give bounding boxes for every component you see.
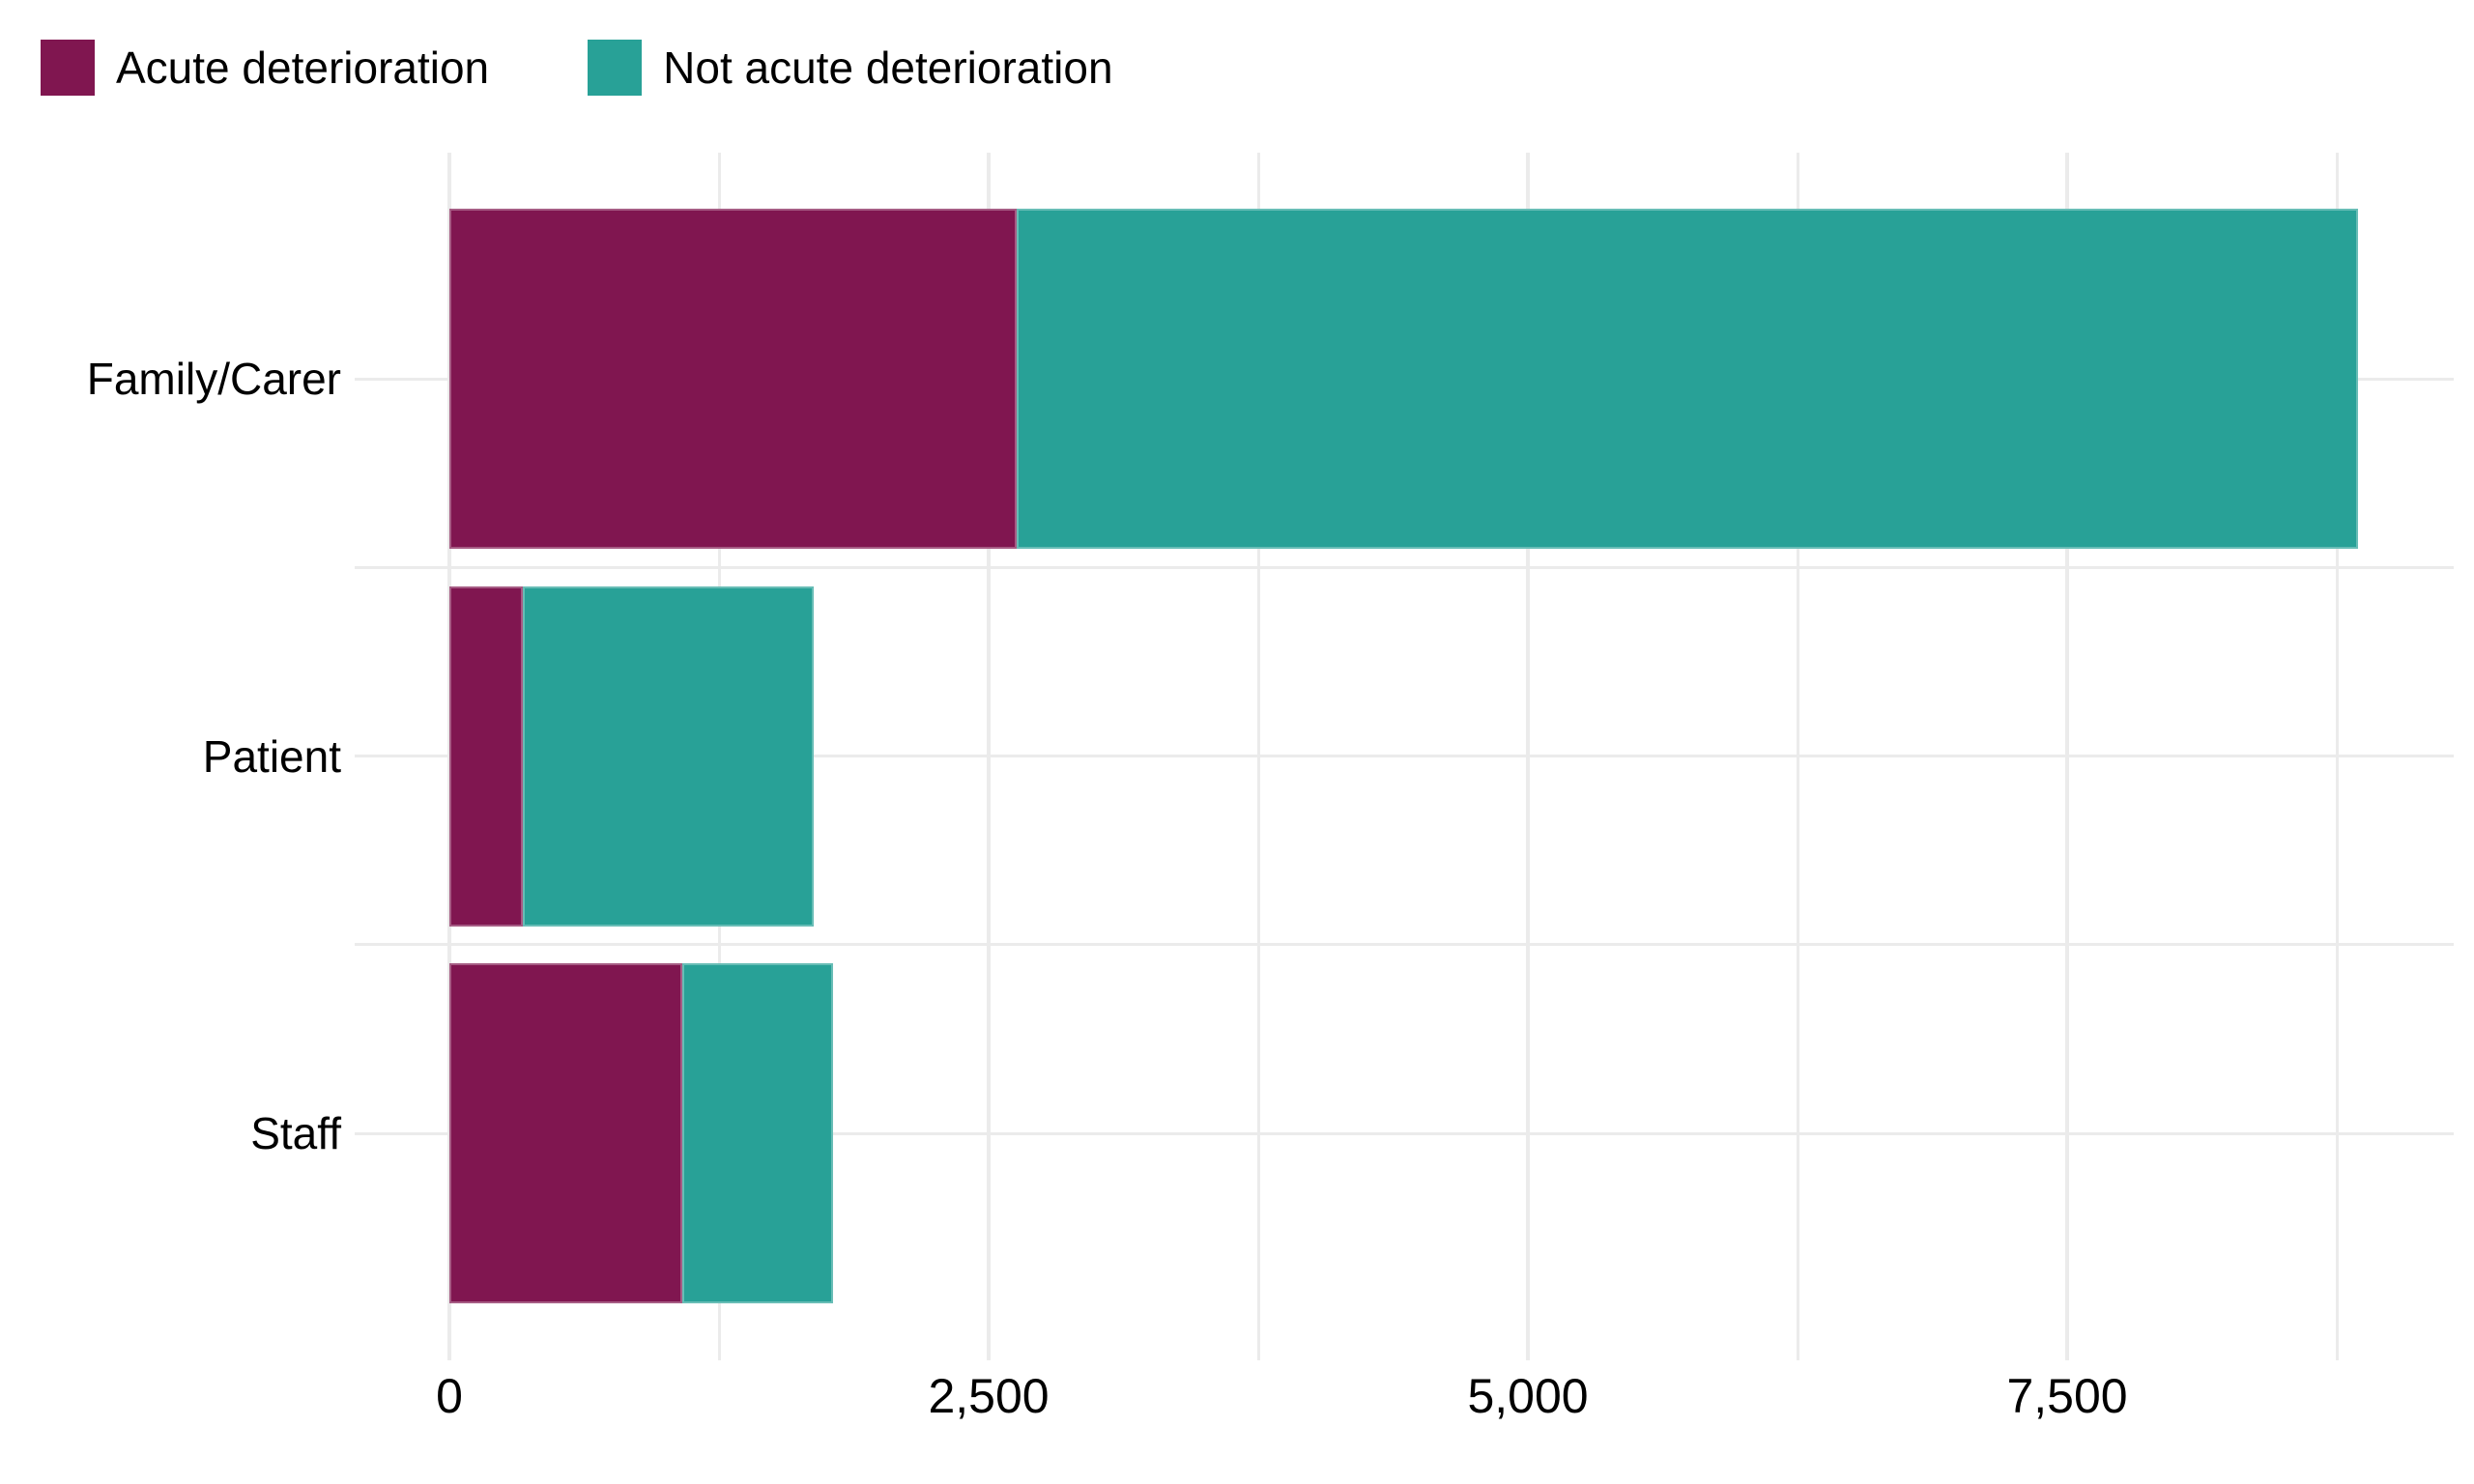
gridline-vertical-minor-8750 — [2335, 153, 2339, 1360]
x-tick-label-5-000: 5,000 — [1467, 1369, 1589, 1423]
legend-swatch-acute-deterioration — [41, 40, 95, 96]
gridline-vertical-major-2500 — [987, 153, 991, 1360]
gridline-vertical-minor-3750 — [1256, 153, 1260, 1360]
legend-label-acute-deterioration: Acute deterioration — [116, 43, 490, 93]
x-tick-label-0: 0 — [436, 1369, 463, 1423]
category-label-family-carer: Family/Carer — [86, 354, 341, 404]
gridline-vertical-major-5000 — [1526, 153, 1530, 1360]
x-tick-label-7-500: 7,500 — [2006, 1369, 2128, 1423]
bar-segment-not-acute-deterioration-staff — [682, 963, 834, 1303]
gridline-horizontal-minor — [355, 565, 2454, 569]
gridline-horizontal-major — [355, 1131, 2454, 1135]
legend-swatch-not-acute-deterioration — [588, 40, 643, 96]
bar-segment-acute-deterioration-patient — [449, 585, 523, 927]
gridline-horizontal-major — [355, 755, 2454, 757]
category-label-patient: Patient — [202, 730, 341, 782]
gridline-horizontal-minor — [355, 943, 2454, 947]
legend: Acute deterioration Not acute deteriorati… — [41, 40, 1113, 96]
bar-segment-acute-deterioration-staff — [449, 963, 683, 1303]
bar-segment-not-acute-deterioration-family-carer — [1017, 209, 2359, 549]
legend-item-not-acute-deterioration: Not acute deterioration — [588, 40, 1113, 96]
bar-segment-not-acute-deterioration-patient — [522, 585, 815, 927]
bar-segment-acute-deterioration-family-carer — [449, 209, 1018, 549]
category-label-staff: Staff — [250, 1108, 341, 1158]
gridline-vertical-minor-6250 — [1796, 153, 1799, 1360]
gridline-vertical-major-7500 — [2065, 153, 2069, 1360]
legend-label-not-acute-deterioration: Not acute deterioration — [663, 43, 1113, 93]
legend-item-acute-deterioration: Acute deterioration — [41, 40, 489, 96]
x-tick-label-2-500: 2,500 — [928, 1369, 1050, 1423]
